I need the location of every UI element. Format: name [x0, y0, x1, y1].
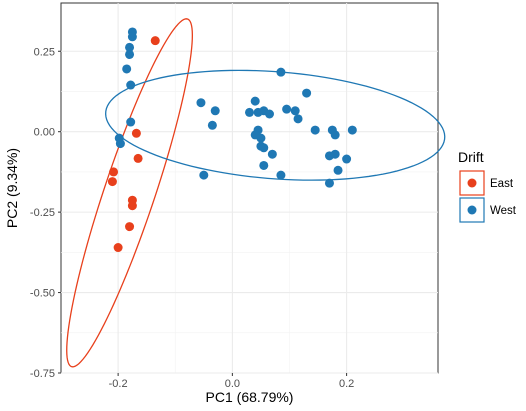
- y-tick-labels: 0.25 0.00 -0.25 -0.50 -0.75: [30, 46, 55, 380]
- point-west: [282, 104, 292, 114]
- point-east: [109, 167, 119, 177]
- legend-title: Drift: [458, 149, 484, 165]
- legend-swatch-box: [459, 197, 485, 223]
- legend-key-east: East: [459, 170, 514, 196]
- point-west: [115, 139, 125, 149]
- y-tick-label: -0.50: [30, 288, 55, 300]
- point-east: [125, 222, 135, 232]
- legend-keys: East West: [459, 170, 517, 223]
- point-west: [199, 170, 209, 180]
- y-tick-label: -0.75: [30, 368, 55, 380]
- point-west: [259, 160, 269, 170]
- point-west: [276, 170, 286, 180]
- point-west: [293, 114, 303, 124]
- y-tick-label: -0.25: [30, 207, 55, 219]
- point-west: [250, 96, 260, 106]
- point-west: [210, 106, 220, 116]
- legend-key-west: West: [459, 197, 517, 223]
- data-points: [107, 27, 357, 253]
- point-east: [127, 201, 137, 211]
- point-east: [150, 36, 160, 46]
- legend-label: West: [490, 205, 517, 217]
- ellipse-west: [105, 69, 446, 181]
- legend-label: East: [490, 178, 514, 190]
- point-west: [125, 42, 135, 52]
- point-west: [330, 130, 340, 140]
- legend-swatch-dot: [467, 178, 477, 188]
- point-west: [310, 125, 320, 135]
- legend: Drift East West: [458, 149, 517, 223]
- x-tick-label: 0.2: [339, 378, 354, 390]
- x-tick-label: -0.2: [109, 378, 128, 390]
- x-tick-label: 0.0: [225, 378, 240, 390]
- point-east: [131, 128, 141, 138]
- axis-ticks: [58, 50, 348, 376]
- point-west: [333, 165, 343, 175]
- point-east: [113, 243, 123, 253]
- point-west: [256, 133, 266, 143]
- point-west: [125, 49, 135, 59]
- point-west: [126, 80, 136, 90]
- point-west: [126, 117, 136, 127]
- legend-swatch-dot: [467, 205, 477, 215]
- point-east: [133, 153, 143, 163]
- point-west: [330, 149, 340, 159]
- point-east: [107, 177, 117, 187]
- point-west: [302, 88, 312, 98]
- ellipse-east: [66, 18, 194, 368]
- point-west: [290, 106, 300, 116]
- point-west: [245, 107, 254, 117]
- point-west: [122, 64, 132, 74]
- x-axis-title: PC1 (68.79%): [206, 389, 294, 405]
- point-west: [127, 32, 137, 42]
- point-west: [196, 98, 206, 108]
- y-tick-label: 0.25: [34, 46, 55, 58]
- y-axis-title: PC2 (9.34%): [4, 148, 20, 228]
- x-tick-labels: -0.2 0.0 0.2: [109, 378, 355, 390]
- point-west: [267, 149, 277, 159]
- point-west: [207, 120, 217, 130]
- point-west: [347, 125, 357, 135]
- y-tick-label: 0.00: [34, 127, 55, 139]
- point-west: [342, 154, 352, 164]
- point-west: [259, 143, 269, 153]
- minor-gridlines: [61, 3, 438, 373]
- plot-panel: [60, 2, 439, 374]
- point-west: [324, 178, 334, 188]
- point-west: [264, 109, 274, 119]
- confidence-ellipses: [66, 18, 446, 368]
- point-west: [276, 67, 286, 77]
